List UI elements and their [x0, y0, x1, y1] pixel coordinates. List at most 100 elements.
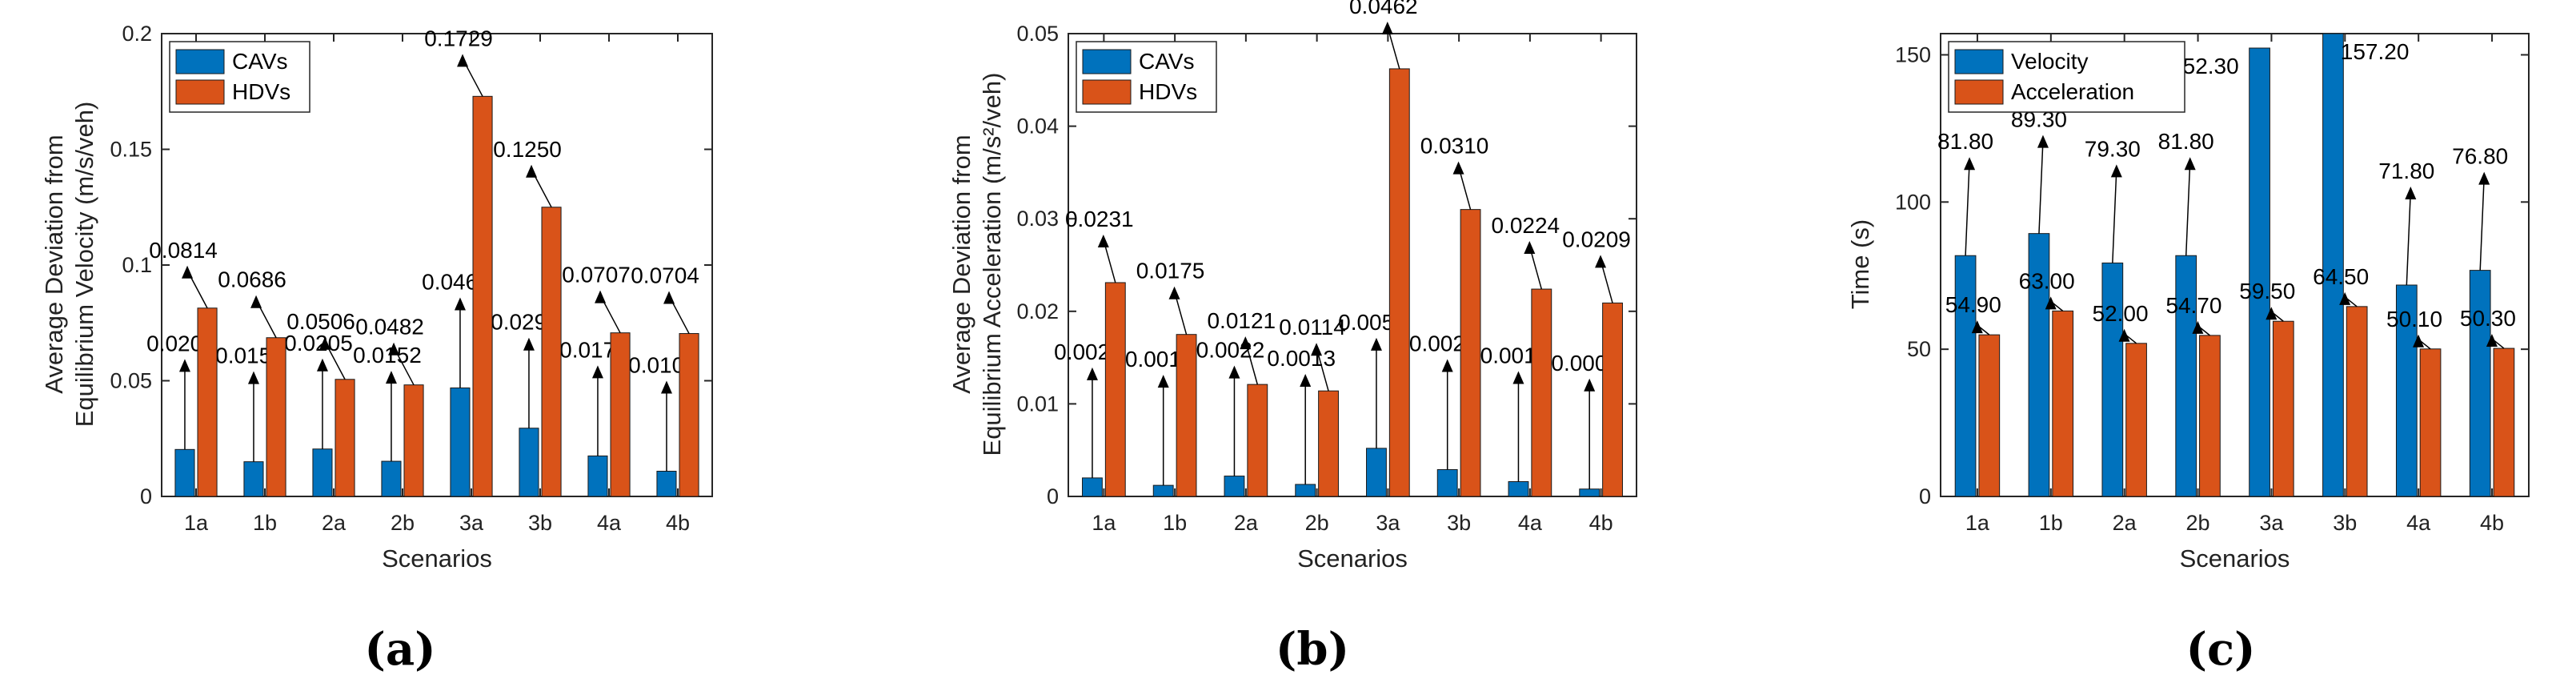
arrowhead [1228, 365, 1240, 379]
bar-series2 [472, 95, 493, 497]
bar-series1 [587, 455, 608, 497]
data-label: 0.0152 [353, 343, 422, 368]
data-label: 59.50 [2239, 279, 2295, 303]
arrowhead [454, 297, 466, 311]
x-tick-label: 1b [253, 511, 277, 535]
bar-series1 [2249, 47, 2270, 497]
data-label: 0.1729 [424, 26, 493, 50]
arrowhead [660, 380, 672, 394]
arrowhead [2405, 187, 2417, 200]
data-label: 0.0462 [1349, 0, 1418, 18]
data-label: 157.20 [2341, 39, 2410, 64]
data-label: 0.0224 [1491, 213, 1560, 238]
arrowhead [1524, 241, 1536, 255]
bar-series1 [2101, 262, 2124, 497]
data-label: 81.80 [2158, 129, 2214, 154]
data-label: 0.0209 [1562, 227, 1631, 251]
data-label: 0.0114 [1279, 315, 1346, 339]
legend-swatch [175, 79, 225, 105]
data-label: 52.00 [2093, 301, 2149, 326]
x-tick-label: 2a [322, 511, 347, 535]
bar-series2 [1602, 302, 1623, 497]
bar-series2 [679, 333, 699, 497]
bar-series2 [335, 379, 355, 497]
bar-series1 [312, 448, 333, 497]
bar-series1 [656, 470, 677, 497]
axes-box [1940, 33, 2530, 497]
data-label: 81.80 [1937, 129, 1993, 154]
arrowhead [1240, 336, 1252, 350]
bar-series1 [1954, 255, 1977, 497]
arrowhead [1370, 337, 1382, 351]
arrowhead [2478, 171, 2490, 185]
data-label: 64.50 [2313, 264, 2369, 289]
chart-a: 0 0.05 0.1 0.15 0.2 1a 1b 2a 2b 3a 3b 4a 4b Scenarios… [40, 22, 713, 572]
bar-series1 [1295, 484, 1316, 497]
bar-series1 [174, 448, 195, 497]
y-tick-label: 0.04 [1016, 114, 1059, 139]
data-label: 54.90 [1945, 292, 2001, 317]
y-tick-label: 0.03 [1016, 207, 1059, 231]
bar-series2 [1531, 288, 1552, 497]
bar-series2 [266, 337, 286, 497]
arrowhead [663, 291, 675, 304]
arrowhead [591, 365, 603, 379]
bar-series2 [2125, 343, 2147, 497]
arrowhead [1512, 371, 1524, 384]
data-label: 0.0310 [1420, 134, 1489, 159]
bar-series1 [243, 461, 264, 497]
bar-series2 [2272, 320, 2294, 497]
arrowhead [1097, 234, 1109, 247]
arrowhead [2045, 296, 2057, 310]
arrowhead [1381, 22, 1393, 34]
arrowhead [595, 290, 607, 303]
data-label: 50.10 [2386, 307, 2442, 331]
arrowhead [1441, 359, 1453, 372]
x-tick-label: 4a [597, 511, 622, 535]
y-tick-label: 0.01 [1016, 392, 1059, 416]
y-tick-label: 50 [1907, 337, 1931, 361]
x-tick-label: 2b [391, 511, 415, 535]
arrowhead [1300, 373, 1312, 387]
arrowhead [2037, 135, 2049, 148]
x-tick-label: 4a [2406, 511, 2431, 535]
data-label: 0.0482 [355, 315, 424, 339]
legend-swatch [1082, 49, 1132, 74]
x-tick-label: 3b [528, 511, 552, 535]
arrowhead [526, 164, 538, 178]
data-label: 0.0022 [1196, 338, 1265, 363]
arrowhead [1971, 320, 1983, 334]
arrowhead [1964, 157, 1976, 171]
data-label: 79.30 [2085, 136, 2141, 161]
arrowhead [523, 337, 535, 351]
data-label: 0.0121 [1207, 308, 1276, 333]
bar-series2 [2493, 348, 2515, 497]
legend-swatch [1082, 79, 1132, 105]
x-tick-label: 2a [1234, 511, 1259, 535]
arrowhead [182, 265, 194, 279]
y-axis-label: Average Deviation from [947, 135, 976, 393]
bar-series2 [1104, 282, 1126, 497]
arrowhead [385, 371, 397, 384]
bar-series2 [2346, 306, 2368, 497]
bar-series1 [1224, 476, 1245, 497]
arrowhead [1086, 367, 1098, 380]
arrowhead [178, 359, 190, 372]
y-axis-label: Time (s) [1846, 219, 1874, 310]
bar-series1 [1436, 468, 1458, 497]
data-label: 0.0175 [1136, 259, 1205, 283]
x-tick-label: 2b [2186, 511, 2210, 535]
arrowhead [2266, 307, 2278, 320]
data-label: 54.70 [2165, 293, 2221, 318]
x-tick-label: 1b [1163, 511, 1187, 535]
caption-a: (a) [364, 623, 435, 676]
data-label: 0.0013 [1267, 346, 1336, 371]
x-axis-label: Scenarios [382, 544, 492, 572]
arrowhead [1168, 286, 1180, 299]
arrowhead [1584, 378, 1596, 392]
data-label: 50.30 [2460, 306, 2516, 331]
bar-series1 [1082, 477, 1103, 497]
legend-label: Velocity [2011, 49, 2089, 74]
arrowhead [250, 295, 262, 308]
arrowhead [2110, 164, 2122, 178]
